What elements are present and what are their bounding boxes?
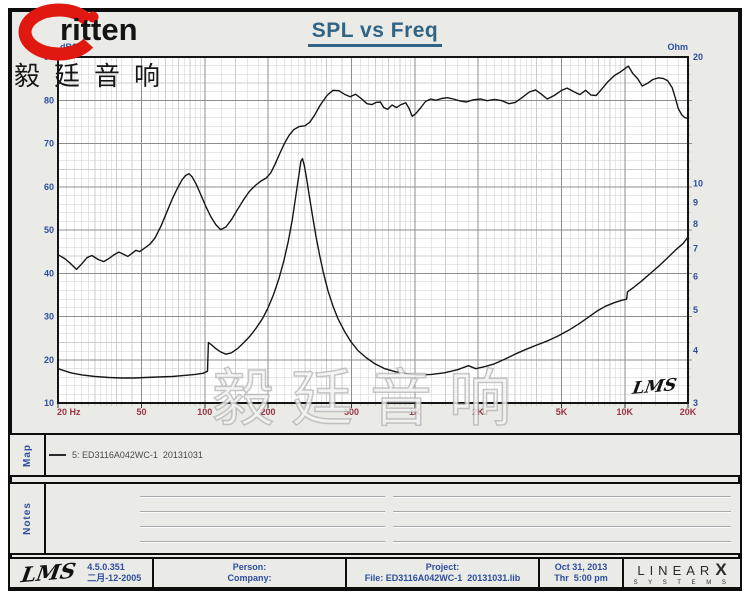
map-section: Map 5: ED3116A042WC-1 20131031 bbox=[8, 433, 742, 477]
footer-linearx-cell: LINEAR X S Y S T E M S bbox=[624, 559, 740, 587]
note-line bbox=[140, 511, 385, 513]
footer-lms-logo: LMS bbox=[19, 559, 78, 587]
map-label: Map bbox=[21, 443, 33, 467]
note-line bbox=[393, 496, 731, 498]
lms-build-date: 二月-12-2005 bbox=[87, 573, 142, 583]
map-label-col: Map bbox=[10, 435, 46, 475]
plot-lms-logo: LMS bbox=[631, 375, 679, 399]
linearx-logo: LINEAR X bbox=[637, 560, 726, 580]
notes-label: Notes bbox=[21, 502, 33, 535]
note-line bbox=[140, 496, 385, 498]
note-line bbox=[393, 541, 731, 543]
linearx-x: X bbox=[715, 560, 727, 579]
brand-name-cn: 毅廷音响 bbox=[14, 61, 175, 91]
page-title-wrap: SPL vs Freq bbox=[0, 19, 750, 47]
map-legend-row: 5: ED3116A042WC-1 20131031 bbox=[46, 435, 740, 475]
footer-project-cell: Project: File: ED3116A042WC-1 20131031.l… bbox=[347, 559, 540, 587]
legend-line-sample bbox=[49, 454, 66, 456]
file-label: File: ED3116A042WC-1 20131031.lib bbox=[364, 573, 521, 583]
footer-lms-cell: LMS 4.5.0.351 二月-12-2005 bbox=[10, 559, 154, 587]
brand-i-dot-icon bbox=[87, 11, 99, 23]
project-label: Project: bbox=[425, 562, 460, 572]
notes-label-col: Notes bbox=[10, 484, 46, 553]
note-line bbox=[140, 526, 385, 528]
person-label: Person: bbox=[232, 562, 267, 572]
footer-person-cell: Person: Company: bbox=[154, 559, 347, 587]
footer-date: Oct 31, 2013 bbox=[554, 562, 608, 572]
note-line bbox=[393, 526, 731, 528]
lms-version: 4.5.0.351 bbox=[87, 562, 125, 572]
footer-bar: LMS 4.5.0.351 二月-12-2005 Person: Company… bbox=[8, 557, 742, 589]
notes-section: Notes bbox=[8, 482, 742, 555]
linearx-word: LINEAR bbox=[637, 563, 715, 578]
footer-time: Thr 5:00 pm bbox=[554, 573, 608, 583]
footer-datetime-cell: Oct 31, 2013 Thr 5:00 pm bbox=[540, 559, 624, 587]
note-line bbox=[140, 541, 385, 543]
linearx-systems: S Y S T E M S bbox=[633, 580, 731, 586]
brand-logo bbox=[18, 3, 100, 61]
notes-content bbox=[46, 484, 740, 553]
brand-name: ritten bbox=[60, 12, 138, 47]
company-label: Company: bbox=[227, 573, 272, 583]
legend-text: 5: ED3116A042WC-1 20131031 bbox=[72, 450, 203, 460]
page-title: SPL vs Freq bbox=[307, 19, 443, 47]
note-line bbox=[393, 511, 731, 513]
brand-swoosh-icon bbox=[18, 3, 100, 61]
